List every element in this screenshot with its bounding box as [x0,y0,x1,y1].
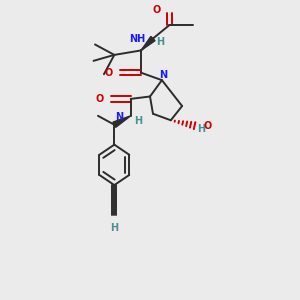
Text: O: O [105,68,113,78]
Text: H: H [157,37,165,47]
Text: N: N [115,112,123,122]
Text: H: H [110,223,118,232]
Text: H: H [197,124,205,134]
Text: O: O [96,94,104,104]
Text: N: N [159,70,167,80]
Text: O: O [203,121,212,131]
Polygon shape [141,36,155,50]
Text: O: O [152,5,160,15]
Polygon shape [113,116,131,127]
Text: NH: NH [129,34,146,44]
Text: H: H [134,116,142,126]
